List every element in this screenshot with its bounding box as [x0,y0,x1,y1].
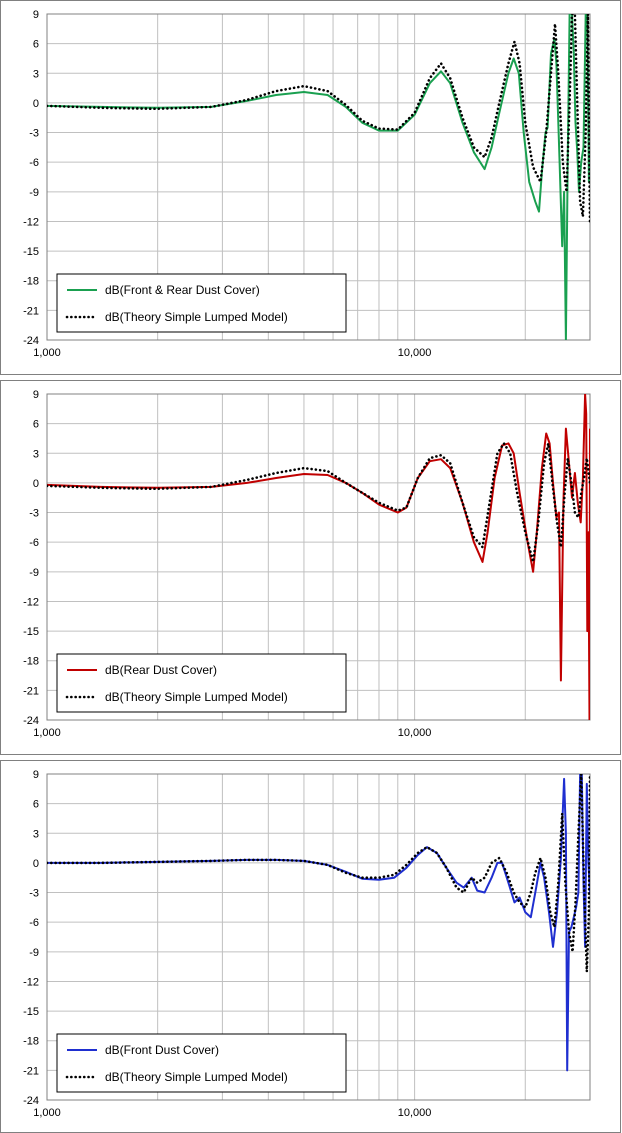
legend-box [56,273,347,333]
y-tick-label: -18 [23,276,39,288]
y-tick-label: 3 [33,68,39,80]
legend-label: dB(Rear Dust Cover) [105,663,217,677]
y-tick-label: 6 [33,419,39,431]
legend-label: dB(Front Dust Cover) [105,1043,219,1057]
y-tick-label: -3 [29,888,39,900]
series-lines [47,774,590,1072]
legend-label: dB(Theory Simple Lumped Model) [105,1070,288,1084]
y-tick-label: 9 [33,389,39,401]
legend-label: dB(Front & Rear Dust Cover) [105,283,260,297]
y-tick-label: -18 [23,1036,39,1048]
y-tick-label: -6 [29,157,39,169]
legend: dB(Front & Rear Dust Cover) dB(Theory Sim… [56,273,347,333]
measured-series-line [47,394,590,720]
y-tick-label: -12 [23,976,39,988]
x-tick-label: 10,000 [398,1107,432,1119]
y-tick-label: -9 [29,947,39,959]
chart-2: 9 6 3 0 -3 -6 -9 -12 -15 -18 -21 -241,000 10,000 dB(R… [0,380,621,755]
chart-3: 9 6 3 0 -3 -6 -9 -12 -15 -18 -21 -241,000 10,000 dB(F… [0,760,621,1133]
y-tick-label: -21 [23,685,39,697]
y-tick-label: -9 [29,567,39,579]
y-tick-label: 0 [33,858,39,870]
y-tick-label: -15 [23,246,39,258]
y-tick-label: 3 [33,828,39,840]
measured-series-line [47,14,590,340]
y-tick-label: -6 [29,537,39,549]
y-tick-label: 6 [33,39,39,51]
y-tick-label: -21 [23,1065,39,1077]
x-tick-label: 10,000 [398,347,432,359]
theory-series-line [47,774,590,973]
theory-series-line [47,442,590,564]
y-tick-label: -12 [23,216,39,228]
y-tick-label: 3 [33,448,39,460]
y-tick-label: -21 [23,305,39,317]
y-tick-label: -24 [23,715,39,727]
y-tick-label: -9 [29,187,39,199]
chart-1: 9 6 3 0 -3 -6 -9 -12 -15 -18 -21 -241,000 10,000 dB(F… [0,0,621,375]
theory-series-line [47,14,590,223]
x-tick-label: 1,000 [33,727,61,739]
y-tick-label: 9 [33,9,39,21]
legend: dB(Rear Dust Cover) dB(Theory Simple Lump… [56,653,347,713]
y-tick-label: -3 [29,128,39,140]
x-tick-label: 1,000 [33,347,61,359]
y-tick-label: 6 [33,799,39,811]
legend-box [56,653,347,713]
y-tick-label: 0 [33,478,39,490]
plot-area-border [46,773,591,1101]
y-tick-label: -24 [23,335,39,347]
y-tick-label: -15 [23,1006,39,1018]
series-lines [47,14,590,340]
y-tick-label: -24 [23,1095,39,1107]
y-tick-label: -18 [23,656,39,668]
legend: dB(Front Dust Cover) dB(Theory Simple Lum… [56,1033,347,1093]
legend-box [56,1033,347,1093]
y-tick-label: -15 [23,626,39,638]
x-tick-label: 1,000 [33,1107,61,1119]
y-tick-label: -3 [29,508,39,520]
x-tick-label: 10,000 [398,727,432,739]
legend-label: dB(Theory Simple Lumped Model) [105,690,288,704]
y-tick-label: -12 [23,596,39,608]
y-tick-label: 0 [33,98,39,110]
legend-label: dB(Theory Simple Lumped Model) [105,310,288,324]
series-lines [47,394,590,720]
y-tick-label: 9 [33,769,39,781]
y-tick-label: -6 [29,917,39,929]
